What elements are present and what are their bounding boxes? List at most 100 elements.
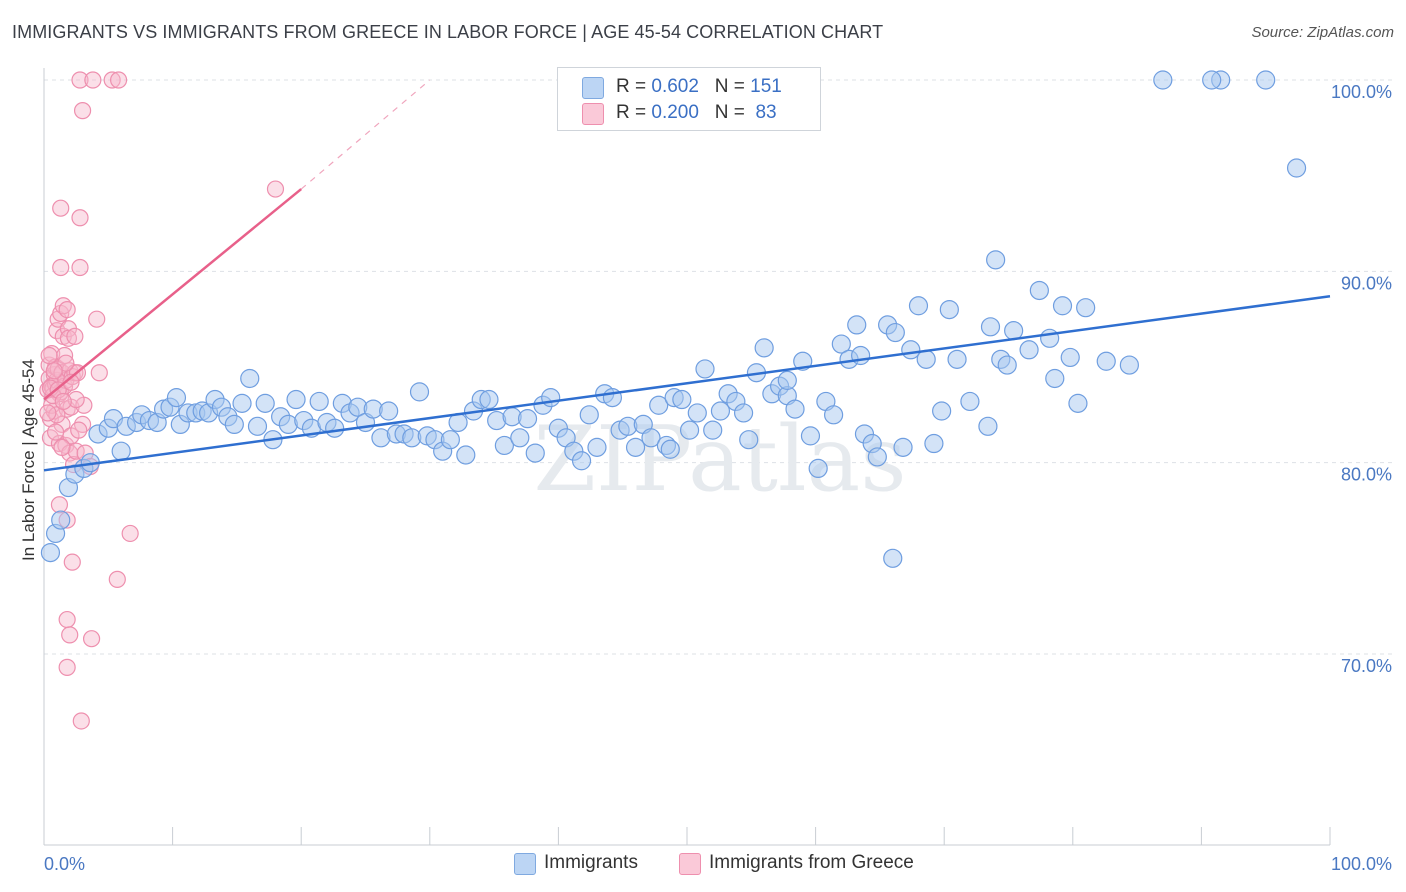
y-axis-label: In Labor Force | Age 45-54 (19, 359, 38, 561)
data-point-immigrants (1076, 298, 1096, 318)
data-point-immigrants (649, 395, 669, 415)
data-point-greece (63, 553, 81, 571)
data-point-greece (72, 712, 90, 730)
data-point-greece (50, 496, 69, 514)
data-point-greece (90, 364, 108, 382)
data-point-greece (67, 390, 85, 409)
data-point-immigrants (901, 340, 921, 360)
data-point-immigrants (1068, 393, 1088, 413)
data-point-immigrants (1040, 328, 1060, 348)
data-point-immigrants (924, 433, 944, 454)
data-point-immigrants (986, 250, 1006, 270)
data-point-immigrants (625, 437, 646, 457)
data-point-immigrants (710, 401, 731, 421)
data-point-greece (54, 392, 72, 411)
data-point-immigrants (687, 403, 707, 423)
data-point-greece (43, 345, 61, 363)
data-point-greece (66, 327, 84, 345)
data-point-immigrants (510, 428, 530, 448)
data-point-greece (39, 404, 57, 422)
data-point-immigrants (325, 418, 345, 438)
tick-labels: 70.0% 80.0% 90.0% 100.0% 0.0% 100.0% (44, 82, 1392, 874)
legend-r-label: R = (616, 76, 647, 97)
data-point-greece (109, 71, 128, 89)
data-point-immigrants (579, 405, 599, 425)
data-point-immigrants (571, 451, 592, 471)
data-point-immigrants (440, 430, 460, 450)
data-point-immigrants (847, 315, 867, 335)
data-point-immigrants (1029, 280, 1049, 301)
data-point-immigrants (111, 441, 131, 461)
data-point-immigrants (867, 447, 887, 467)
data-point-immigrants (978, 416, 998, 436)
data-point-greece (121, 524, 139, 543)
data-point-immigrants (1119, 355, 1139, 375)
data-point-immigrants (997, 355, 1017, 375)
data-point-immigrants (641, 428, 661, 448)
data-point-immigrants (947, 349, 967, 369)
data-point-greece (58, 610, 76, 629)
data-point-immigrants (932, 401, 952, 421)
data-point-greece (58, 658, 76, 676)
data-point-greece (46, 423, 65, 441)
grid-lines (44, 79, 1392, 655)
data-point-immigrants (247, 416, 268, 436)
data-point-immigrants (1019, 340, 1039, 360)
data-point-immigrants (695, 359, 715, 379)
data-point-immigrants (1060, 347, 1080, 368)
series-greece-points (39, 71, 285, 730)
data-point-greece (103, 71, 121, 89)
legend-r-value: 0.200 (651, 102, 699, 123)
trend-line-greece-extension (300, 79, 431, 190)
data-point-immigrants (883, 548, 903, 568)
trend-lines (43, 79, 1331, 472)
bottom-legend-label-immigrants: Immigrants (544, 852, 638, 873)
data-point-immigrants (1286, 158, 1307, 178)
legend-r-label: R = (616, 102, 647, 123)
data-point-greece (53, 438, 71, 456)
data-point-immigrants (517, 409, 538, 429)
data-point-immigrants (908, 296, 929, 316)
data-point-immigrants (232, 393, 252, 413)
data-point-immigrants (831, 334, 851, 354)
bottom-legend-label-greece: Immigrants from Greece (709, 852, 914, 873)
data-point-immigrants (240, 368, 260, 389)
data-point-immigrants (255, 393, 275, 413)
data-point-greece (58, 301, 76, 319)
data-point-greece (71, 209, 89, 227)
data-point-immigrants (1256, 70, 1276, 90)
data-point-greece (61, 626, 79, 644)
axes (43, 68, 1331, 846)
legend-n-label: N = (714, 102, 745, 123)
data-point-greece (71, 258, 89, 277)
data-point-immigrants (309, 391, 329, 412)
legend-swatch-greece (582, 103, 604, 125)
data-point-immigrants (824, 405, 844, 425)
x-tick-label: 100.0% (1331, 854, 1392, 874)
data-point-greece (52, 258, 70, 277)
data-point-immigrants (703, 420, 723, 440)
data-point-immigrants (456, 445, 476, 465)
data-point-greece (52, 199, 70, 217)
data-point-immigrants (1153, 70, 1173, 90)
data-point-immigrants (885, 322, 905, 343)
data-point-immigrants (1202, 70, 1222, 90)
legend-swatch-immigrants (582, 77, 604, 99)
data-point-greece (82, 630, 101, 648)
data-point-immigrants (286, 389, 306, 410)
data-point-immigrants (166, 388, 187, 408)
y-tick-label: 70.0% (1341, 656, 1392, 676)
data-point-greece (59, 329, 78, 347)
data-point-immigrants (808, 458, 828, 479)
data-point-immigrants (733, 403, 754, 423)
data-point-immigrants (1096, 351, 1116, 371)
data-point-immigrants (494, 435, 514, 456)
correlation-legend: R = 0.602 N = 151 R = 0.200 N = 83 (557, 67, 821, 131)
data-point-immigrants (672, 389, 692, 410)
data-point-immigrants (379, 401, 399, 421)
series-immigrants-points (40, 70, 1307, 568)
data-point-immigrants (679, 420, 700, 440)
y-tick-label: 80.0% (1341, 465, 1392, 485)
data-point-immigrants (980, 317, 1001, 337)
